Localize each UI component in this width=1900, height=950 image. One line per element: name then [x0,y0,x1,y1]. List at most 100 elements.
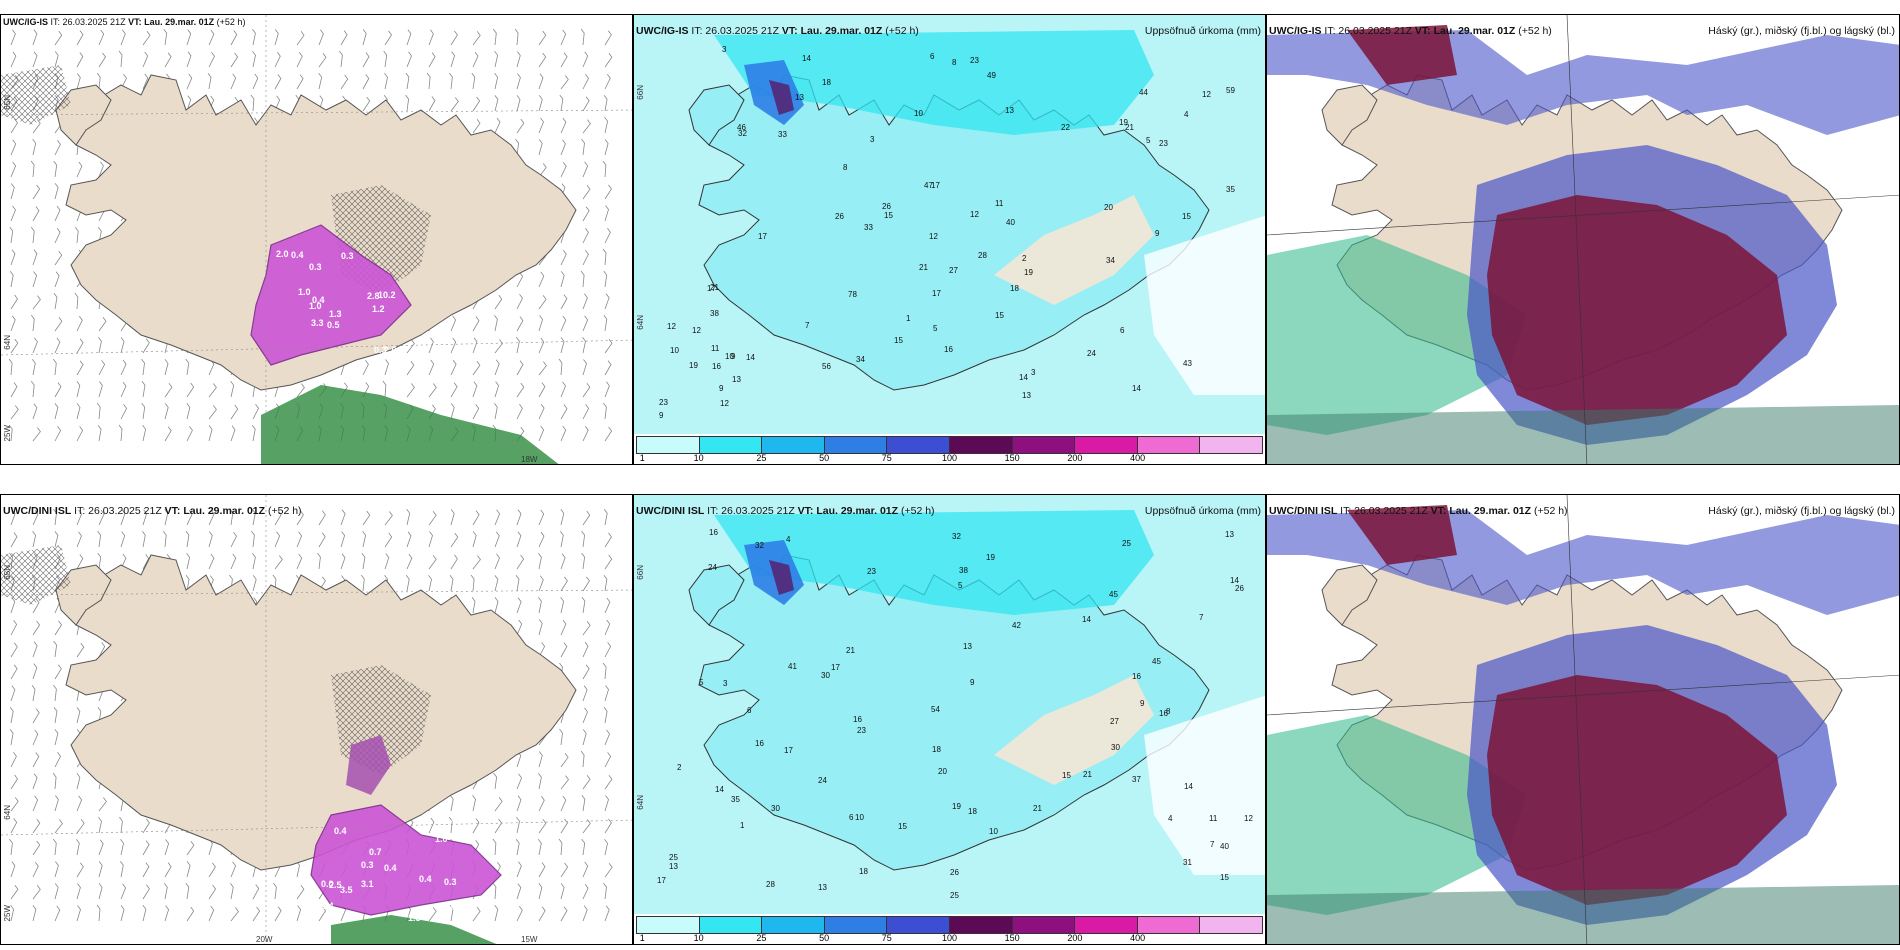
precip-value: 46 [737,123,746,132]
precip-value: 13 [963,642,972,651]
wind-barb [494,359,500,376]
wind-barb [538,382,546,398]
wind-barb [318,510,326,526]
wind-barb [516,316,524,332]
wind-barb [250,94,255,112]
wind-barb [428,575,432,592]
wind-barb [428,29,434,46]
wind-barb [163,882,168,900]
wind-barb [164,382,173,398]
precip-value: 56 [822,362,831,371]
wind-barb [538,52,547,68]
precip-max-area [769,560,794,595]
precip-value: 9 [659,411,664,420]
wind-barb [604,619,611,636]
precip-value: 21 [1033,804,1042,813]
wind-barb [604,381,610,398]
wind-barb [493,402,498,420]
value-label: 0.3 [361,860,374,870]
precip-value: 21 [1125,123,1134,132]
wind-barb [120,381,127,398]
grid-line [1267,674,1899,716]
wind-barb [362,360,369,376]
wind-barb [560,619,567,636]
wind-barb [582,883,589,900]
wind-barb [142,31,151,46]
wind-barb [53,706,58,724]
wind-barb [186,861,191,878]
wind-barb [603,882,607,900]
precip-value: 78 [848,290,857,299]
colorbar-cell [1137,437,1201,453]
precip-value: 12 [720,399,729,408]
wind-barb [98,161,104,178]
wind-barb [560,52,568,68]
wind-barb [9,270,14,288]
precip-value: 40 [1220,842,1229,851]
wind-barb [32,885,41,900]
wind-barb [141,530,146,548]
vt-label: VT: [797,505,814,517]
wind-barb [516,773,523,790]
wind-barb [76,338,84,354]
precip-value: 17 [784,746,793,755]
low-cloud-area [1267,235,1527,435]
wind-barb [582,404,590,420]
precip-value: 8 [1166,707,1171,716]
wind-barb [560,883,565,900]
wind-barb [54,205,61,222]
precip-value: 15 [995,311,1004,320]
colorbar-tick: 100 [941,453,958,463]
wind-barb [10,884,19,900]
wind-barb [603,402,607,420]
wind-barb [560,381,566,398]
wind-barb [362,52,370,68]
wind-barb [120,905,125,922]
precip-value: 7 [1210,840,1215,849]
valid-time: Lau. 29.mar. 01Z [1433,25,1516,37]
wind-barb [229,508,234,526]
wind-barb [406,360,415,376]
value-label: 0.4 [291,250,304,260]
green-precip-band [331,915,497,944]
wind-barb [186,403,191,420]
precip-value: 15 [1220,873,1229,882]
wind-barb [494,314,498,332]
lead-time: (+52 h) [216,17,246,27]
wind-barb [472,31,481,46]
wind-barb [186,509,193,526]
wind-barb [118,50,123,68]
wind-barb [98,360,106,376]
wind-barb [251,424,256,442]
wind-barb [230,553,237,570]
precip-value: 16 [755,739,764,748]
wind-barb [274,555,283,570]
wind-barb [76,161,83,178]
colorbar-tick: 150 [1004,453,1020,463]
value-label: 2.0 [384,345,397,355]
precip-value: 25 [669,853,678,862]
wind-barb [406,553,413,570]
init-time: IT: 26.03.2025 21Z [1324,25,1412,37]
wind-barb [10,139,17,156]
cloud-title: Háský (gr.), miðský (fj.bl.) og lágský (… [1708,25,1895,37]
wind-barb [538,642,546,658]
precip-value: 35 [1226,185,1235,194]
panel-row2-clouds: UWC/DINI ISL IT: 26.03.2025 21Z VT: Lau.… [1266,494,1900,945]
wind-barb [186,426,193,442]
wind-barb [54,382,62,398]
precip-value: 28 [766,880,775,889]
low-cloud-band [1267,885,1899,944]
wind-barb [296,531,303,548]
wind-barb [494,294,503,310]
wind-barb [582,576,590,592]
wind-barb [120,29,126,46]
wind-barb [208,884,217,900]
wind-barb [582,96,590,112]
precip-value: 18 [932,745,941,754]
precip-value: 38 [959,566,968,575]
snow-magenta-region [310,804,502,916]
precip-value: 11 [995,199,1004,208]
precip-value: 23 [857,726,866,735]
wind-barb [492,28,497,46]
